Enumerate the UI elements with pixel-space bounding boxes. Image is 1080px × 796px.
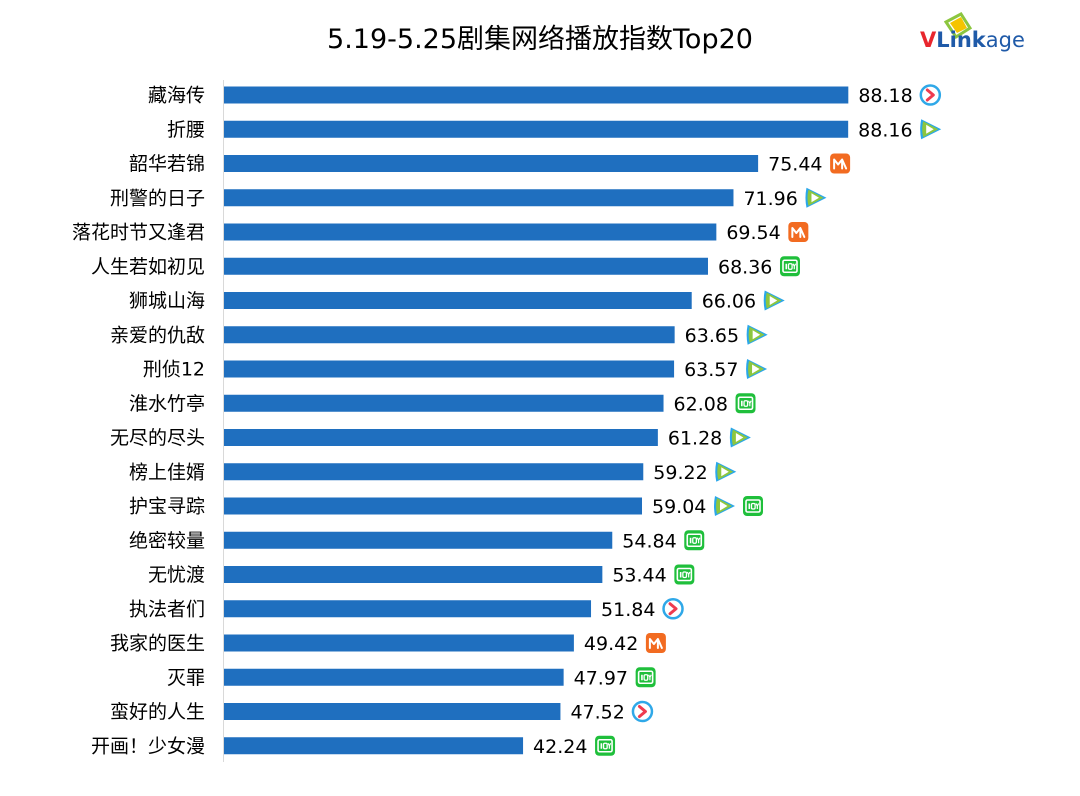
bar	[224, 257, 708, 275]
value-label: 62.08	[674, 393, 728, 415]
value-label: 54.84	[622, 530, 676, 552]
bar	[224, 668, 564, 686]
tencent-icon	[714, 496, 736, 516]
value-label: 75.44	[768, 154, 822, 176]
tencent-icon	[729, 427, 751, 448]
value-label: 42.24	[533, 736, 587, 758]
value-label: 68.36	[718, 256, 772, 278]
value-label: 47.97	[574, 667, 628, 689]
category-label: 淮水竹亭	[129, 393, 205, 415]
category-label: 绝密较量	[129, 530, 205, 552]
svg-text:VLinkage: VLinkage	[920, 28, 1025, 52]
logo-text-v: V	[920, 28, 937, 52]
bar	[224, 86, 849, 104]
bar	[224, 497, 643, 515]
bar	[224, 394, 664, 412]
category-label: 刑警的日子	[110, 187, 205, 209]
category-label: 榜上佳婿	[129, 461, 205, 483]
value-label: 69.54	[726, 222, 780, 244]
bar	[224, 703, 561, 720]
tencent-icon	[805, 187, 827, 208]
value-label: 53.44	[612, 565, 666, 587]
vlinkage-logo: VLinkage	[920, 12, 1025, 52]
iqiyi-icon	[684, 530, 705, 551]
tencent-icon	[746, 324, 768, 345]
category-label: 人生若如初见	[91, 256, 205, 278]
youku-icon	[919, 84, 942, 106]
value-label: 71.96	[743, 188, 797, 210]
tencent-icon	[920, 119, 942, 140]
category-label: 灭罪	[167, 667, 205, 689]
logo-mark-icon	[943, 12, 973, 40]
value-label: 49.42	[584, 633, 638, 655]
chart-title: 5.19-5.25剧集网络播放指数Top20	[327, 24, 753, 55]
value-label: 59.04	[652, 496, 706, 518]
bar	[224, 189, 734, 207]
iqiyi-icon	[735, 393, 756, 414]
bar	[224, 155, 759, 172]
category-label: 韶华若锦	[129, 153, 205, 175]
category-label: 狮城山海	[129, 290, 205, 312]
value-label: 59.22	[653, 462, 707, 484]
category-label: 我家的医生	[110, 633, 205, 655]
bar	[224, 326, 675, 344]
logo-text-age: age	[986, 28, 1025, 52]
tencent-icon	[746, 359, 768, 379]
value-label: 47.52	[570, 702, 624, 724]
iqiyi-icon	[779, 256, 800, 277]
category-label: 折腰	[167, 119, 205, 141]
youku-icon	[631, 700, 654, 723]
youku-icon	[662, 598, 684, 620]
bar	[224, 634, 574, 652]
category-label: 落花时节又逢君	[72, 222, 205, 244]
bar	[224, 463, 644, 481]
logo-text-link: Link	[936, 28, 987, 52]
category-label: 护宝寻踪	[129, 496, 205, 518]
tencent-icon	[763, 290, 785, 311]
category-label: 刑侦12	[143, 359, 205, 381]
value-label: 61.28	[668, 428, 722, 450]
mango-icon	[830, 153, 851, 174]
bar	[224, 429, 658, 446]
mango-icon	[788, 222, 809, 242]
value-label: 88.18	[858, 85, 912, 107]
bars-layer: 藏海传 88.18 折腰 88.16 韶华若锦 75.44 刑警的日子 71.96 落花时节又逢…	[72, 84, 942, 758]
value-label: 51.84	[601, 599, 655, 621]
tencent-icon	[715, 461, 737, 482]
bar	[224, 360, 675, 378]
value-label: 88.16	[858, 119, 912, 141]
bar	[224, 566, 603, 583]
bar	[224, 600, 592, 618]
iqiyi-icon	[743, 496, 764, 516]
category-label: 无尽的尽头	[110, 427, 205, 449]
iqiyi-icon	[595, 735, 616, 756]
category-label: 藏海传	[148, 85, 205, 107]
category-label: 亲爱的仇敌	[110, 324, 205, 346]
category-label: 无忧渡	[148, 564, 205, 586]
value-label: 63.65	[685, 325, 739, 347]
bar	[224, 531, 613, 549]
category-label: 蛮好的人生	[110, 701, 205, 723]
iqiyi-icon	[674, 564, 695, 585]
bar	[224, 223, 717, 241]
mango-icon	[645, 633, 666, 653]
category-label: 开画！少女漫	[91, 735, 205, 757]
bar	[224, 292, 692, 309]
iqiyi-icon	[635, 667, 656, 688]
bar	[224, 120, 849, 138]
value-label: 66.06	[702, 291, 756, 313]
bar	[224, 737, 524, 755]
category-label: 执法者们	[129, 598, 205, 620]
value-label: 63.57	[684, 359, 738, 381]
